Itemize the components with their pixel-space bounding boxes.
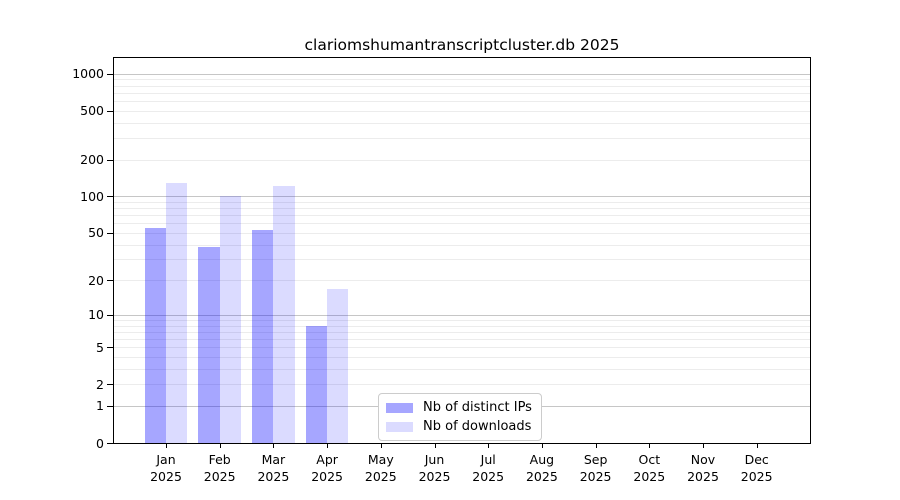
x-axis-tick (756, 443, 758, 448)
x-axis-tick (703, 443, 704, 448)
gridline (114, 159, 810, 161)
x-tick-label: Jun 2025 (418, 452, 451, 484)
y-tick-label: 50 (88, 225, 104, 241)
x-tick-label: May 2025 (364, 452, 397, 484)
bar-distinct-ips-feb (198, 247, 220, 443)
x-axis-tick (541, 443, 543, 448)
gridline (114, 208, 810, 210)
x-tick-label: Jul 2025 (472, 452, 505, 484)
legend: Nb of distinct IPs Nb of downloads (378, 393, 542, 441)
x-axis-tick (488, 443, 490, 448)
gridline (114, 73, 810, 75)
y-axis-tick (107, 384, 114, 386)
x-axis-tick (166, 443, 167, 448)
legend-label-distinct-ips: Nb of distinct IPs (423, 400, 532, 415)
y-axis-tick (107, 405, 114, 407)
bar-downloads-jan (166, 182, 188, 443)
gridline (114, 331, 810, 333)
gridline (114, 259, 810, 261)
x-tick-label: Aug 2025 (525, 452, 558, 484)
gridline (114, 347, 810, 349)
gridline (114, 92, 810, 94)
y-axis-tick (107, 347, 114, 349)
bar-distinct-ips-mar (252, 229, 274, 443)
y-axis-tick (107, 314, 114, 316)
bar-distinct-ips-apr (305, 325, 328, 443)
x-axis-tick (595, 443, 597, 448)
chart-title: clariomshumantranscriptcluster.db 2025 (304, 36, 620, 54)
legend-swatch-distinct-ips (386, 402, 413, 413)
x-axis-tick (219, 443, 221, 448)
legend-label-downloads: Nb of downloads (423, 419, 532, 434)
gridline (114, 110, 810, 112)
gridline (114, 122, 810, 124)
gridline (114, 314, 810, 316)
y-axis-tick (107, 110, 114, 112)
y-tick-label: 20 (88, 272, 104, 288)
gridline (114, 215, 810, 217)
x-tick-label: Oct 2025 (633, 452, 666, 484)
gridline (114, 384, 810, 386)
x-tick-label: Sep 2025 (579, 452, 612, 484)
y-axis-tick (107, 73, 114, 75)
y-tick-label: 5 (96, 339, 104, 355)
y-tick-label: 1000 (72, 66, 104, 82)
gridline (114, 100, 810, 102)
x-axis-tick (434, 443, 436, 448)
x-tick-label: Nov 2025 (687, 452, 719, 484)
y-axis-tick (107, 280, 114, 282)
gridline (114, 137, 810, 139)
bar-downloads-mar (273, 186, 295, 443)
y-tick-label: 0 (96, 435, 104, 451)
y-axis-tick (107, 232, 114, 234)
y-tick-label: 200 (80, 152, 104, 167)
x-axis-tick (649, 443, 651, 448)
bar-downloads-apr (327, 288, 349, 443)
gridline (114, 196, 810, 198)
gridline (114, 232, 810, 234)
y-tick-label: 10 (88, 307, 104, 323)
legend-item-downloads: Nb of downloads (386, 417, 532, 436)
gridline (114, 325, 810, 327)
bar-distinct-ips-jan (144, 227, 166, 443)
legend-item-distinct-ips: Nb of distinct IPs (386, 398, 532, 417)
y-tick-label: 2 (96, 376, 104, 392)
gridline (114, 319, 810, 321)
gridline (114, 201, 810, 203)
y-tick-label: 500 (80, 103, 104, 119)
gridline (114, 79, 810, 81)
x-tick-label: Apr 2025 (311, 452, 343, 484)
y-axis-tick (107, 443, 114, 444)
legend-swatch-downloads (386, 421, 413, 432)
plot-area: Nb of distinct IPs Nb of downloads (113, 57, 811, 444)
x-axis-tick (380, 443, 382, 448)
gridline (114, 280, 810, 282)
y-tick-label: 1 (96, 398, 104, 414)
gridline (114, 357, 810, 358)
y-tick-label: 100 (80, 188, 104, 204)
bar-downloads-feb (219, 196, 241, 443)
x-axis-tick (327, 443, 329, 448)
gridline (114, 244, 810, 246)
gridline (114, 339, 810, 340)
y-axis-tick (107, 159, 114, 161)
x-tick-label: Feb 2025 (203, 452, 236, 484)
x-tick-label: Jan 2025 (150, 452, 182, 484)
x-tick-label: Mar 2025 (257, 452, 290, 484)
x-axis-tick (273, 443, 275, 448)
gridline (114, 368, 810, 370)
gridline (114, 85, 810, 87)
gridline (114, 223, 810, 225)
y-axis-tick (107, 196, 114, 198)
x-tick-label: Dec 2025 (740, 452, 773, 484)
